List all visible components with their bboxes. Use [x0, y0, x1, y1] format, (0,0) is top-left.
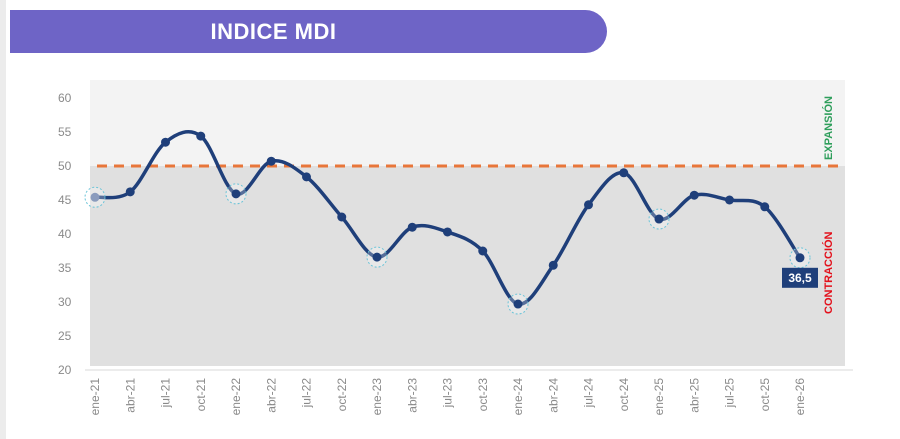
y-tick-label: 30 — [58, 295, 72, 309]
x-tick-label: abr-25 — [687, 378, 701, 413]
last-value-label-box — [782, 267, 818, 288]
y-tick-label: 45 — [58, 193, 72, 207]
y-tick-label: 35 — [58, 261, 72, 275]
data-point — [302, 172, 311, 182]
data-point — [125, 187, 135, 197]
data-point — [654, 214, 664, 224]
x-tick-label: jul-23 — [441, 378, 455, 409]
x-tick-label: jul-25 — [723, 378, 737, 409]
title-banner: INDICE MDI — [10, 10, 607, 53]
x-tick-label: jul-22 — [300, 378, 314, 409]
data-point — [90, 192, 100, 202]
x-tick-label: oct-21 — [194, 378, 208, 412]
x-tick-label: ene-21 — [88, 378, 102, 416]
x-tick-label: jul-24 — [582, 378, 596, 409]
y-tick-label: 20 — [58, 363, 72, 377]
x-tick-label: abr-23 — [405, 378, 419, 413]
data-point — [725, 195, 734, 205]
y-tick-label: 50 — [58, 159, 72, 173]
x-tick-label: abr-24 — [546, 378, 560, 413]
data-point — [337, 212, 347, 222]
contraction-zone — [90, 166, 845, 366]
y-tick-label: 40 — [58, 227, 72, 241]
data-point — [478, 246, 488, 256]
x-tick-label: ene-24 — [511, 378, 525, 416]
last-value-label: 36,5 — [788, 271, 812, 285]
data-point — [548, 260, 558, 270]
data-point — [196, 131, 206, 141]
x-tick-label: oct-24 — [617, 378, 631, 412]
x-tick-label: ene-26 — [793, 378, 807, 416]
x-tick-label: abr-22 — [264, 378, 278, 413]
data-point — [513, 299, 523, 309]
data-point — [372, 252, 382, 262]
data-point — [161, 137, 170, 147]
y-tick-label: 60 — [58, 91, 72, 105]
data-point — [407, 222, 417, 232]
data-point — [619, 168, 629, 178]
x-tick-label: jul-21 — [159, 378, 173, 409]
data-point — [795, 253, 805, 263]
x-tick-label: ene-23 — [370, 378, 384, 416]
x-tick-label: ene-25 — [652, 378, 666, 416]
x-tick-label: oct-23 — [476, 378, 490, 412]
contraction-label: CONTRACCIÓN — [822, 231, 835, 314]
x-tick-label: abr-21 — [123, 378, 137, 413]
data-point — [760, 202, 770, 212]
y-tick-label: 25 — [58, 329, 72, 343]
x-tick-label: oct-25 — [758, 378, 772, 412]
expansion-label: EXPANSIÓN — [822, 96, 835, 160]
data-point — [689, 190, 699, 200]
data-point — [443, 227, 452, 237]
y-tick-label: 55 — [58, 125, 72, 139]
data-point — [584, 200, 593, 210]
chart-title: INDICE MDI — [210, 18, 337, 44]
data-point — [266, 156, 276, 166]
data-point — [231, 189, 241, 199]
x-tick-label: ene-22 — [229, 378, 243, 416]
x-tick-label: oct-22 — [335, 378, 349, 412]
left-border — [0, 0, 6, 439]
expansion-zone — [90, 80, 845, 166]
